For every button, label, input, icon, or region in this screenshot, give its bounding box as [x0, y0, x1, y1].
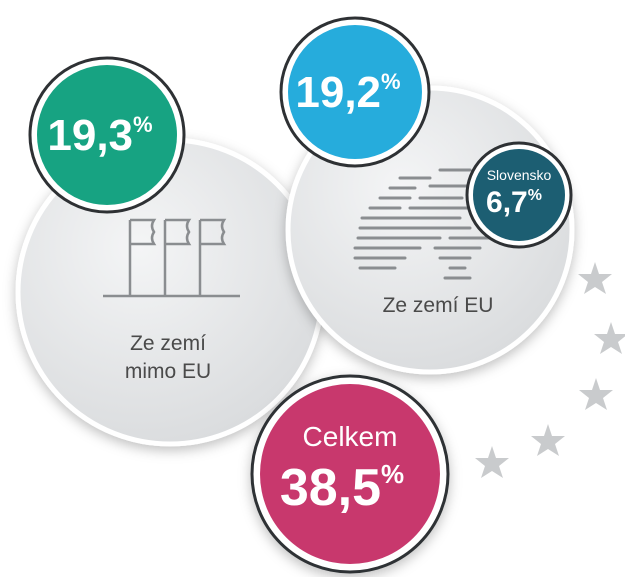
- slovakia-title: Slovensko: [487, 167, 552, 183]
- total-title: Celkem: [303, 421, 398, 452]
- total-value: 38,5%: [280, 459, 404, 517]
- eu-value: 19,2%: [295, 68, 400, 117]
- outside-eu-badge: [37, 65, 177, 205]
- eu-badge: [288, 25, 422, 159]
- outside-eu-label: Ze zemí: [130, 332, 206, 355]
- eu-label: Ze zemí EU: [383, 294, 494, 317]
- slovakia-badge: [473, 149, 565, 241]
- outside-eu-label: mimo EU: [125, 360, 211, 383]
- stars: [475, 262, 625, 478]
- eu-map-icon: [353, 168, 492, 280]
- outside-eu-value: 19,3%: [47, 111, 152, 160]
- slovakia-value: 6,7%: [486, 186, 542, 219]
- flags-icon: [103, 218, 240, 298]
- total-badge: [260, 384, 440, 564]
